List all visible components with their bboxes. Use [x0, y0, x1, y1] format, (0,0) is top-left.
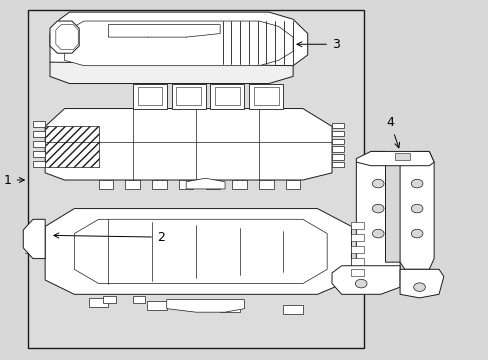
- Text: 2: 2: [54, 231, 164, 244]
- Polygon shape: [33, 121, 45, 127]
- Polygon shape: [351, 234, 363, 241]
- Polygon shape: [33, 151, 45, 157]
- Polygon shape: [166, 300, 244, 312]
- Polygon shape: [259, 180, 273, 189]
- Polygon shape: [205, 180, 220, 189]
- Polygon shape: [331, 147, 344, 152]
- Polygon shape: [351, 257, 363, 265]
- Polygon shape: [45, 109, 331, 180]
- Circle shape: [355, 279, 366, 288]
- Polygon shape: [33, 141, 45, 148]
- Polygon shape: [331, 139, 344, 144]
- Polygon shape: [56, 24, 78, 50]
- Polygon shape: [171, 84, 205, 109]
- Polygon shape: [331, 131, 344, 136]
- Circle shape: [372, 229, 383, 238]
- Polygon shape: [215, 87, 239, 105]
- Polygon shape: [356, 152, 433, 166]
- Polygon shape: [254, 87, 278, 105]
- Circle shape: [372, 204, 383, 213]
- Polygon shape: [125, 180, 140, 189]
- Polygon shape: [220, 303, 239, 312]
- Polygon shape: [186, 178, 224, 189]
- Polygon shape: [103, 296, 116, 303]
- Polygon shape: [45, 208, 351, 294]
- Circle shape: [413, 283, 425, 292]
- Text: 3: 3: [296, 38, 339, 51]
- Polygon shape: [179, 180, 193, 189]
- Polygon shape: [33, 161, 45, 167]
- Polygon shape: [28, 10, 363, 348]
- Polygon shape: [399, 269, 443, 298]
- Polygon shape: [137, 87, 162, 105]
- Polygon shape: [331, 162, 344, 167]
- Polygon shape: [331, 154, 344, 159]
- Polygon shape: [152, 180, 166, 189]
- Polygon shape: [132, 84, 166, 109]
- Polygon shape: [394, 153, 409, 160]
- Polygon shape: [331, 266, 399, 294]
- Polygon shape: [399, 152, 433, 269]
- Circle shape: [410, 204, 422, 213]
- Polygon shape: [132, 296, 144, 303]
- Polygon shape: [176, 87, 201, 105]
- Polygon shape: [74, 219, 326, 284]
- Polygon shape: [50, 62, 292, 84]
- Circle shape: [410, 229, 422, 238]
- Polygon shape: [331, 123, 344, 128]
- Polygon shape: [356, 152, 399, 276]
- Bar: [45, 126, 99, 167]
- Text: 1: 1: [4, 174, 24, 186]
- Polygon shape: [50, 21, 79, 53]
- Polygon shape: [89, 298, 108, 307]
- Polygon shape: [64, 21, 292, 66]
- Polygon shape: [210, 84, 244, 109]
- Polygon shape: [351, 269, 363, 276]
- Polygon shape: [232, 180, 246, 189]
- Circle shape: [372, 179, 383, 188]
- Polygon shape: [351, 222, 363, 229]
- Polygon shape: [99, 180, 113, 189]
- Polygon shape: [285, 180, 300, 189]
- Polygon shape: [50, 12, 307, 73]
- Circle shape: [410, 179, 422, 188]
- Polygon shape: [23, 219, 45, 258]
- Polygon shape: [351, 246, 363, 253]
- Polygon shape: [33, 131, 45, 138]
- Polygon shape: [108, 24, 220, 37]
- Polygon shape: [283, 305, 302, 314]
- Polygon shape: [147, 301, 166, 310]
- Text: 4: 4: [386, 116, 399, 148]
- Polygon shape: [249, 84, 283, 109]
